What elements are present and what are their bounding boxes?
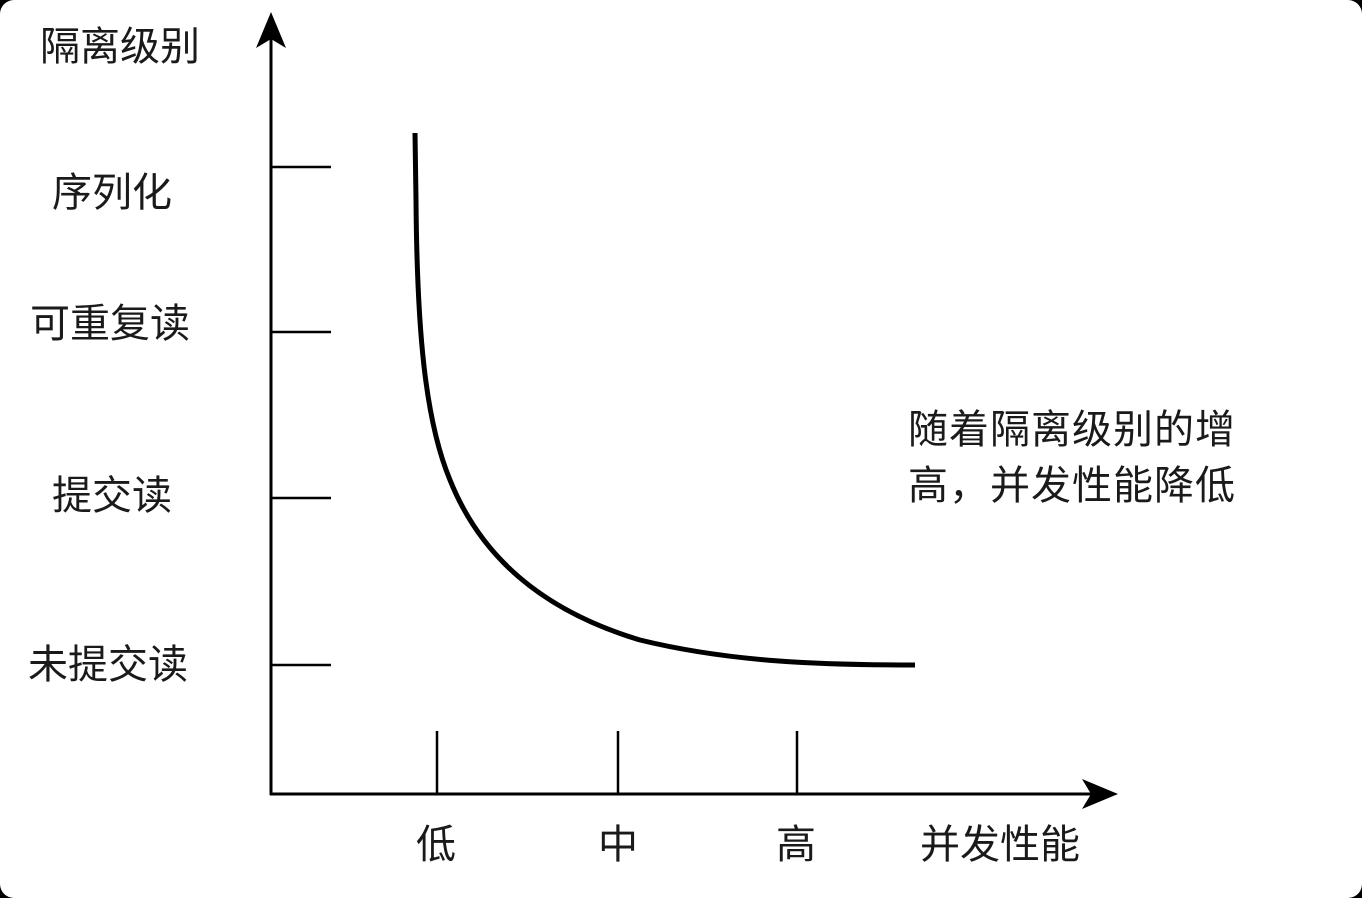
annotation-line-1: 随着隔离级别的增 (908, 407, 1236, 453)
annotation-text: 随着隔离级别的增 高，并发性能降低 (908, 402, 1328, 514)
y-tick-label-read-uncommitted: 未提交读 (28, 642, 188, 688)
x-tick-label-medium: 中 (598, 822, 638, 868)
trend-curve (412, 132, 916, 668)
y-tick-label-read-committed: 提交读 (52, 473, 172, 519)
annotation-line-2: 高，并发性能降低 (908, 463, 1236, 509)
y-tick-label-repeatable-read: 可重复读 (30, 301, 190, 347)
x-axis-title: 并发性能 (920, 822, 1080, 868)
y-tick-label-serializable: 序列化 (52, 170, 172, 216)
x-tick-label-low: 低 (416, 822, 456, 868)
x-tick-label-high: 高 (776, 822, 816, 868)
y-axis-title: 隔离级别 (40, 24, 200, 70)
